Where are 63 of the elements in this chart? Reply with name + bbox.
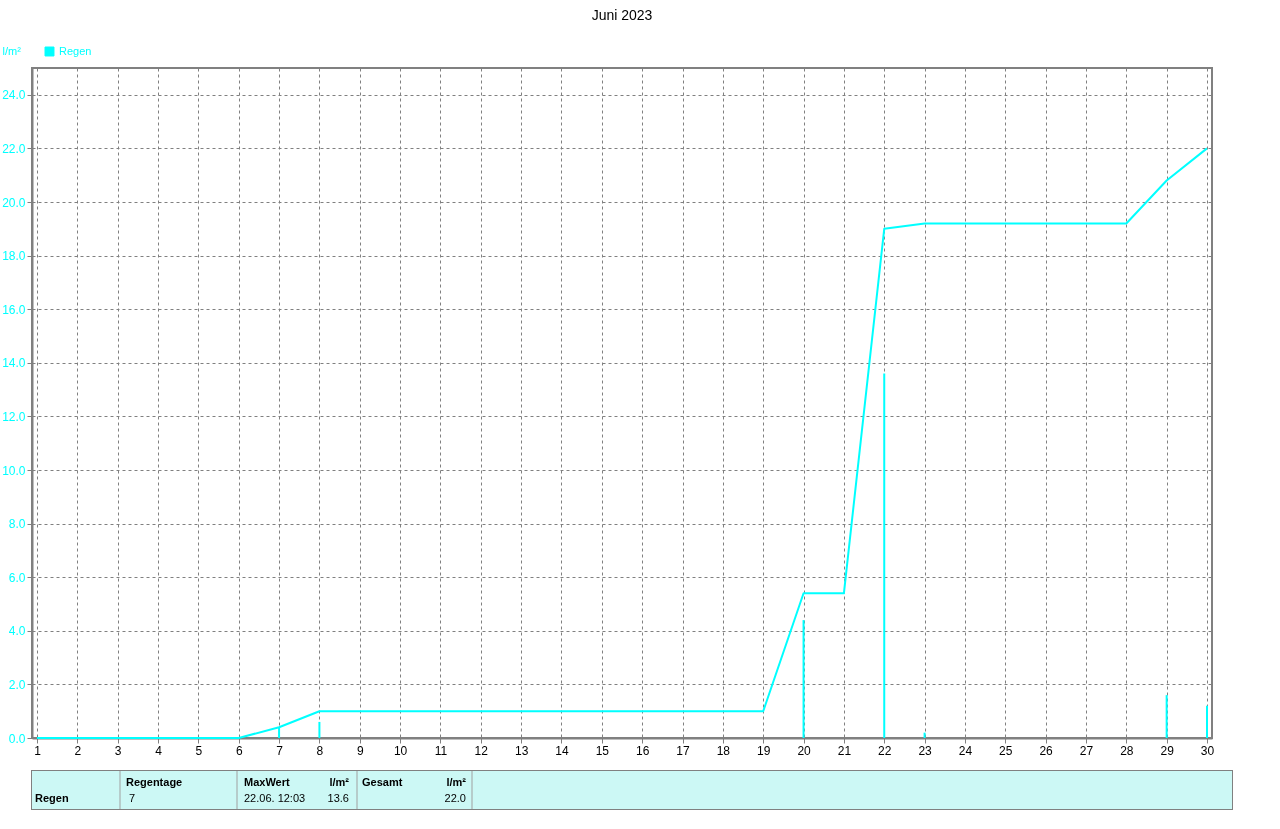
x-tick-label: 19 bbox=[757, 743, 771, 758]
x-tick-label: 4 bbox=[155, 743, 163, 758]
text: l/m² bbox=[329, 776, 350, 788]
x-tick-label: 1 bbox=[34, 743, 42, 758]
x-tick-label: 17 bbox=[676, 743, 691, 758]
x-tick-label: 9 bbox=[356, 743, 364, 758]
x-tick-label: 8 bbox=[316, 743, 324, 758]
x-tick-label: 27 bbox=[1079, 743, 1094, 758]
x-tick-label: 18 bbox=[716, 743, 731, 758]
text: l/m² bbox=[446, 776, 467, 788]
legend-label: Regen bbox=[59, 44, 92, 57]
x-tick-label: 16 bbox=[635, 743, 650, 758]
x-tick-label: 14 bbox=[555, 743, 569, 758]
text: MaxWert bbox=[244, 776, 290, 788]
y-tick-label: 4.0 bbox=[8, 624, 26, 639]
bar bbox=[883, 373, 886, 738]
bar bbox=[923, 732, 926, 738]
line-series bbox=[36, 147, 1208, 739]
x-tick-label: 25 bbox=[999, 743, 1013, 758]
x-tick-label: 24 bbox=[958, 743, 973, 758]
x-tick-label: 15 bbox=[595, 743, 610, 758]
y-tick-label: 8.0 bbox=[8, 517, 26, 532]
y-tick-label: 20.0 bbox=[2, 195, 26, 210]
y-tick-label: 0.0 bbox=[8, 731, 26, 746]
y-axis-title: l/m² bbox=[2, 44, 22, 57]
y-tick-label: 10.0 bbox=[2, 463, 26, 478]
x-tick-label: 10 bbox=[393, 743, 408, 758]
x-tick-label: 13 bbox=[514, 743, 529, 758]
x-tick-label: 30 bbox=[1200, 743, 1215, 758]
x-tick-label: 11 bbox=[434, 743, 448, 758]
text: 13.6 bbox=[327, 792, 349, 804]
text: Regen bbox=[35, 792, 69, 804]
x-tick-label: 12 bbox=[474, 743, 489, 758]
x-tick-label: 29 bbox=[1160, 743, 1175, 758]
y-tick-label: 14.0 bbox=[2, 356, 26, 371]
x-tick-label: 5 bbox=[195, 743, 203, 758]
y-tick-label: 18.0 bbox=[2, 249, 26, 264]
text: 22.06. 12:03 bbox=[244, 792, 306, 804]
bar bbox=[1206, 705, 1208, 738]
y-tick-label: 12.0 bbox=[2, 409, 26, 424]
text: Gesamt bbox=[362, 776, 403, 788]
y-tick-label: 24.0 bbox=[2, 88, 26, 103]
chart-title: Juni 2023 bbox=[591, 7, 653, 23]
bar bbox=[318, 721, 321, 738]
x-tick-label: 3 bbox=[114, 743, 122, 758]
text: 7 bbox=[129, 792, 136, 804]
x-tick-label: 6 bbox=[235, 743, 243, 758]
y-tick-label: 2.0 bbox=[8, 677, 26, 692]
x-tick-label: 23 bbox=[918, 743, 933, 758]
x-tick-label: 22 bbox=[878, 743, 892, 758]
x-tick-label: 26 bbox=[1039, 743, 1054, 758]
x-tick-label: 2 bbox=[74, 743, 82, 758]
x-tick-label: 7 bbox=[276, 743, 284, 758]
text: Regentage bbox=[126, 776, 183, 788]
x-tick-label: 20 bbox=[797, 743, 812, 758]
y-tick-label: 6.0 bbox=[8, 570, 26, 585]
bar bbox=[1165, 695, 1168, 738]
text: 22.0 bbox=[444, 792, 466, 804]
y-tick-label: 16.0 bbox=[2, 302, 26, 317]
y-tick-label: 22.0 bbox=[2, 141, 26, 156]
x-tick-label: 21 bbox=[837, 743, 852, 758]
bar bbox=[802, 620, 805, 738]
x-tick-label: 28 bbox=[1120, 743, 1134, 758]
